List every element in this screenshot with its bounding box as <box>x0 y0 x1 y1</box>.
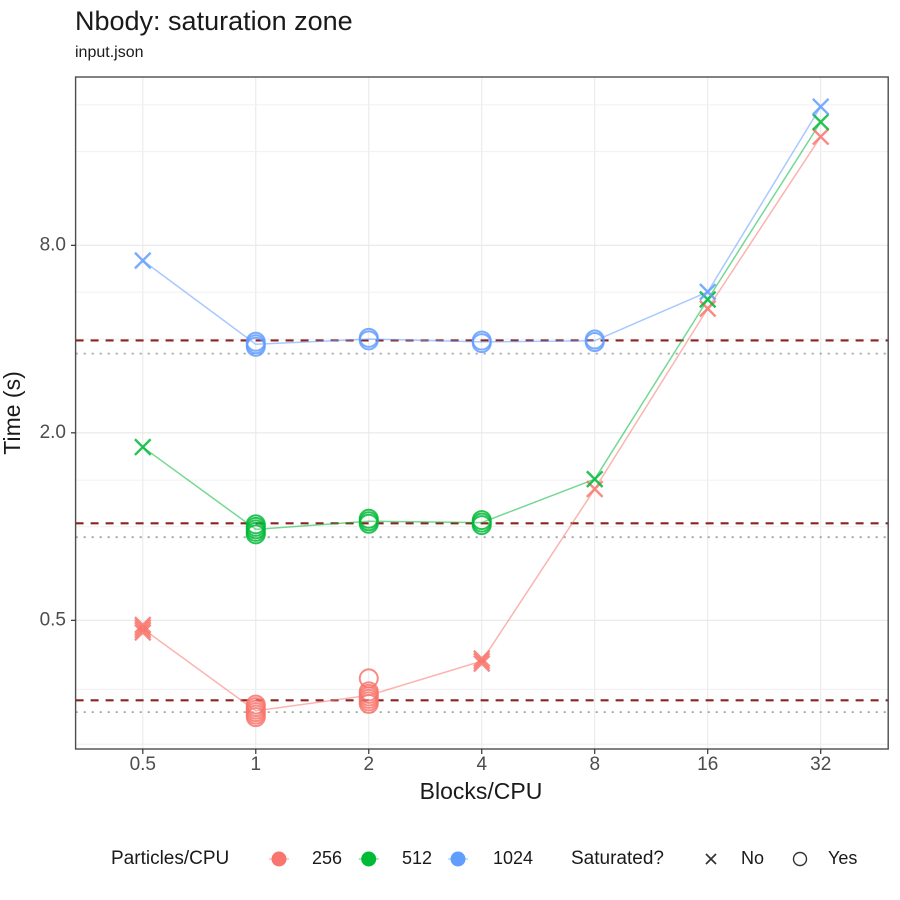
svg-text:4: 4 <box>476 754 487 775</box>
svg-text:512: 512 <box>402 848 432 868</box>
svg-text:Time (s): Time (s) <box>0 371 25 454</box>
svg-text:1: 1 <box>250 754 261 775</box>
svg-text:2: 2 <box>363 754 374 775</box>
svg-text:Blocks/CPU: Blocks/CPU <box>420 778 543 804</box>
svg-text:256: 256 <box>312 848 342 868</box>
svg-text:0.5: 0.5 <box>40 609 66 630</box>
svg-text:Yes: Yes <box>828 848 857 868</box>
svg-text:Particles/CPU: Particles/CPU <box>111 848 229 869</box>
svg-text:16: 16 <box>697 754 718 775</box>
svg-text:8: 8 <box>589 754 600 775</box>
svg-text:No: No <box>741 848 764 868</box>
svg-text:2.0: 2.0 <box>40 422 66 443</box>
svg-text:32: 32 <box>810 754 831 775</box>
svg-text:1024: 1024 <box>493 848 533 868</box>
svg-text:Saturated?: Saturated? <box>571 848 664 869</box>
svg-text:0.5: 0.5 <box>130 754 156 775</box>
svg-text:8.0: 8.0 <box>40 234 66 255</box>
